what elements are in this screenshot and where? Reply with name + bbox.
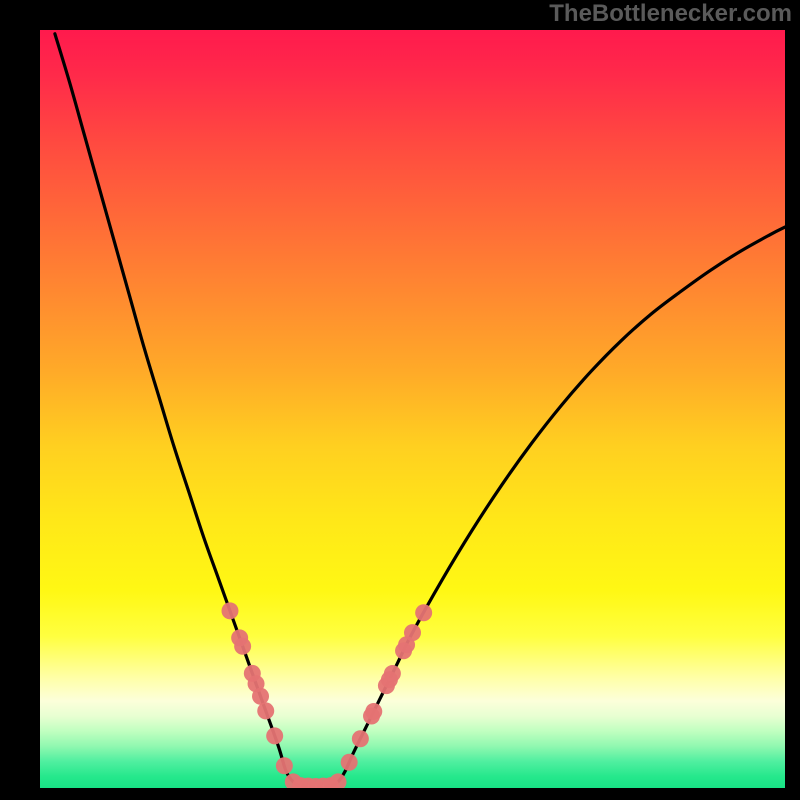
data-point [266, 727, 283, 744]
data-point [257, 702, 274, 719]
data-point [384, 665, 401, 682]
data-point [234, 638, 251, 655]
data-point [415, 604, 432, 621]
plot-area [40, 30, 785, 788]
data-point [365, 703, 382, 720]
bottleneck-curve [55, 34, 785, 787]
bottleneck-curve-layer [40, 30, 785, 788]
data-point [276, 757, 293, 774]
watermark-text: TheBottlenecker.com [549, 0, 792, 28]
data-point [252, 688, 269, 705]
data-point [404, 624, 421, 641]
data-point [221, 602, 238, 619]
data-point [352, 730, 369, 747]
data-point [341, 754, 358, 771]
data-point-group [221, 602, 432, 788]
